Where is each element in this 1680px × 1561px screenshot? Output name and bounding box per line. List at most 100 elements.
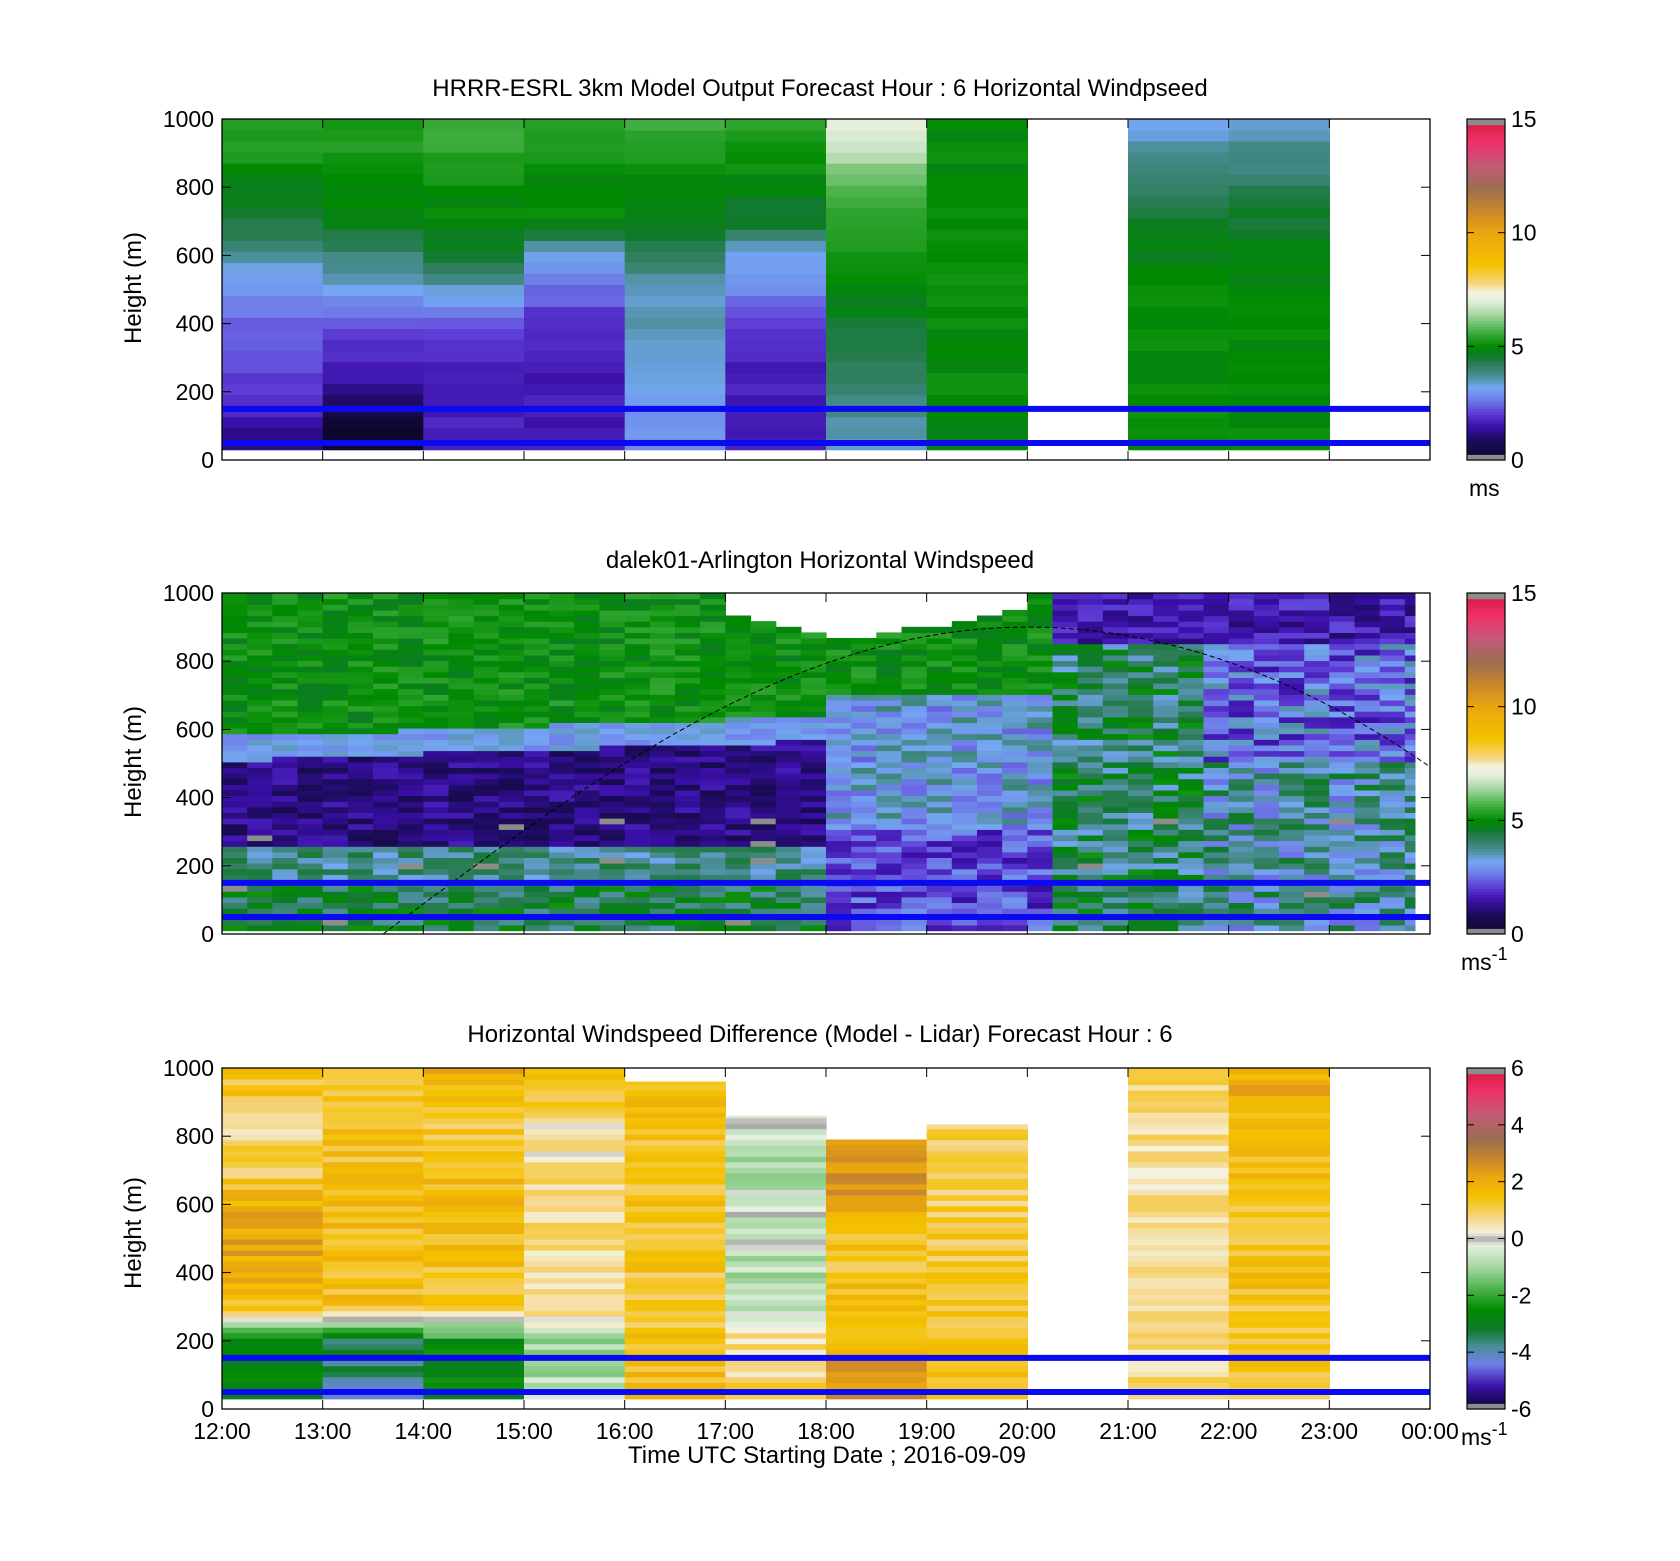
heatmap-cell (1228, 773, 1255, 780)
heatmap-cell (574, 744, 601, 752)
heatmap-cell (322, 1183, 424, 1190)
heatmap-cell (1304, 919, 1330, 926)
heatmap-cell (1279, 649, 1305, 656)
heatmap-cell (649, 666, 676, 673)
heatmap-cell (1228, 1167, 1330, 1174)
heatmap-cell (1404, 773, 1416, 780)
heatmap-cell (1228, 1310, 1330, 1317)
heatmap-cell (826, 1145, 928, 1152)
heatmap-cell (1304, 598, 1330, 605)
heatmap-cell (448, 885, 475, 892)
heatmap-cell (1128, 1332, 1230, 1339)
heatmap-cell (398, 874, 424, 881)
heatmap-cell (524, 925, 550, 932)
heatmap-cell (1354, 705, 1381, 712)
heatmap-cell (524, 1227, 626, 1234)
heatmap-cell (524, 829, 550, 836)
heatmap-cell (851, 694, 877, 701)
heatmap-cell (1228, 874, 1255, 881)
heatmap-cell (977, 795, 1003, 802)
heatmap-cell (624, 1332, 726, 1339)
heatmap-cell (977, 919, 1003, 926)
heatmap-cell (1379, 767, 1406, 774)
heatmap-cell (1102, 773, 1129, 780)
heatmap-cell (247, 711, 273, 718)
heatmap-cell (1002, 795, 1028, 802)
heatmap-cell (448, 694, 475, 701)
heatmap-cell (851, 756, 877, 763)
heatmap-cell (725, 1238, 827, 1245)
heatmap-cell (1077, 638, 1104, 645)
heatmap-cell (322, 784, 349, 791)
heatmap-cell (1404, 874, 1416, 881)
heatmap-cell (700, 694, 726, 701)
heatmap-cell (901, 649, 928, 656)
heatmap-cell (1228, 739, 1255, 746)
colorbar-segment (1467, 737, 1505, 742)
lidar-windspeed-panel: dalek01-Arlington Horizontal Windspeed 0… (120, 547, 1537, 975)
heatmap-cell (1304, 750, 1330, 757)
heatmap-cell (649, 812, 676, 819)
colorbar-segment (1467, 1400, 1505, 1404)
heatmap-cell (624, 716, 651, 723)
heatmap-cell (1002, 671, 1028, 678)
heatmap-cell (1304, 666, 1330, 673)
heatmap-cell (851, 767, 877, 774)
heatmap-cell (725, 818, 752, 825)
heatmap-cell (1128, 1233, 1230, 1240)
heatmap-cell (700, 851, 726, 858)
heatmap-cell (1253, 818, 1280, 825)
heatmap-cell (373, 666, 399, 673)
colorbar-segment (1467, 1215, 1505, 1220)
heatmap-cell (926, 1183, 1028, 1190)
heatmap-cell (498, 722, 525, 729)
heatmap-cell (624, 1305, 726, 1312)
heatmap-cell (1203, 694, 1230, 701)
heatmap-cell (926, 273, 1028, 285)
heatmap-cell (398, 812, 424, 819)
heatmap-cell (725, 1382, 827, 1389)
colorbar-segment (1467, 618, 1505, 622)
heatmap-cell (1203, 750, 1230, 757)
heatmap-cell (1404, 666, 1416, 673)
heatmap-cell (524, 163, 626, 175)
heatmap-cell (750, 795, 777, 802)
heatmap-cell (272, 829, 299, 836)
heatmap-cell (675, 851, 701, 858)
heatmap-cell (1379, 789, 1406, 797)
heatmap-cell (901, 789, 928, 797)
heatmap-cell (624, 163, 726, 175)
heatmap-cell (398, 908, 424, 915)
heatmap-cell (322, 846, 349, 853)
heatmap-cell (1128, 1283, 1230, 1290)
heatmap-cell (524, 660, 550, 667)
heatmap-cell (1253, 677, 1280, 684)
colorbar-segment (1467, 442, 1505, 447)
heatmap-cell (700, 829, 726, 836)
heatmap-cell (574, 851, 601, 858)
heatmap-cell (549, 908, 575, 915)
heatmap-cell (524, 739, 550, 746)
heatmap-cell (1052, 722, 1079, 729)
heatmap-cell (524, 1299, 626, 1306)
heatmap-cell (297, 863, 324, 870)
heatmap-cell (473, 621, 500, 628)
heatmap-cell (498, 677, 525, 684)
heatmap-cell (1128, 919, 1154, 926)
heatmap-cell (1178, 739, 1205, 746)
heatmap-cell (222, 416, 324, 429)
heatmap-cell (775, 885, 802, 892)
colorbar-segment (1467, 383, 1505, 387)
heatmap-cell (473, 649, 500, 656)
heatmap-cell (524, 328, 626, 341)
colorbar-segment (1467, 911, 1505, 915)
heatmap-cell (322, 863, 349, 870)
heatmap-cell (725, 1338, 827, 1345)
heatmap-cell (725, 1266, 827, 1273)
colorbar-segment (1467, 897, 1505, 901)
heatmap-cell (1077, 902, 1104, 909)
heatmap-cell (322, 240, 424, 252)
colorbar-segment (1467, 797, 1505, 801)
heatmap-cell (1077, 750, 1104, 757)
heatmap-cell (1304, 795, 1330, 802)
